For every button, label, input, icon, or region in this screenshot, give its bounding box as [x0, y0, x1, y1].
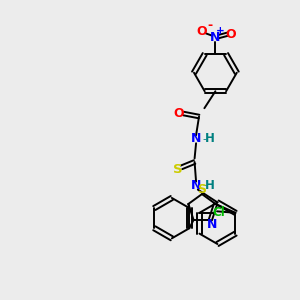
Text: S: S	[197, 183, 206, 196]
Text: -: -	[208, 19, 213, 32]
Text: -: -	[202, 134, 206, 144]
Text: H: H	[205, 179, 214, 192]
Text: O: O	[173, 107, 184, 120]
Text: N: N	[191, 179, 201, 192]
Text: O: O	[226, 28, 236, 41]
Text: Cl: Cl	[213, 206, 225, 219]
Text: N: N	[210, 31, 220, 44]
Text: -: -	[202, 180, 206, 190]
Text: S: S	[172, 163, 182, 176]
Text: N: N	[207, 218, 217, 232]
Text: N: N	[191, 132, 201, 145]
Text: H: H	[205, 132, 214, 145]
Text: O: O	[196, 25, 207, 38]
Text: +: +	[216, 26, 225, 36]
